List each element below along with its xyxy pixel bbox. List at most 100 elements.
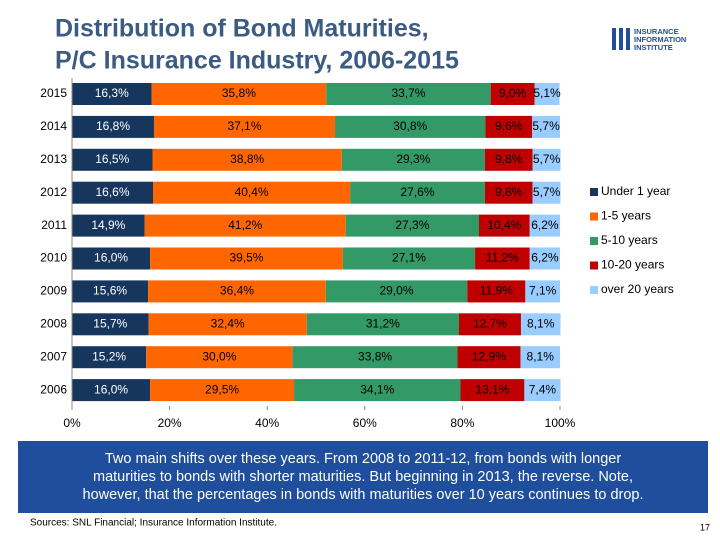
bar-segment bbox=[484, 148, 533, 171]
x-tick-label: 60% bbox=[353, 416, 377, 430]
bar-segment bbox=[150, 247, 343, 270]
value-label: 32,4% bbox=[211, 316, 245, 330]
value-label: 5,7% bbox=[532, 119, 560, 133]
y-tick-label: 2006 bbox=[40, 382, 67, 396]
value-label: 5,1% bbox=[533, 86, 561, 100]
legend-label: 1-5 years bbox=[601, 209, 651, 223]
bar-segment bbox=[72, 379, 151, 402]
bar-segment bbox=[532, 181, 561, 204]
bar-segment bbox=[72, 83, 152, 105]
x-tick-label: 100% bbox=[545, 416, 576, 430]
bar-segment bbox=[532, 115, 560, 138]
value-label: 33,8% bbox=[358, 349, 392, 363]
x-tick-label: 0% bbox=[63, 416, 81, 430]
value-label: 8,1% bbox=[527, 349, 555, 363]
value-label: 5,7% bbox=[533, 185, 561, 199]
value-label: 5,7% bbox=[533, 152, 561, 166]
value-label: 7,1% bbox=[529, 284, 557, 298]
bar-segment bbox=[345, 214, 479, 237]
value-label: 40,4% bbox=[235, 185, 269, 199]
value-label: 11,2% bbox=[486, 251, 519, 265]
value-label: 11,9% bbox=[480, 284, 513, 298]
page-number: 17 bbox=[700, 522, 710, 532]
y-tick-label: 2009 bbox=[40, 284, 67, 298]
note-box bbox=[18, 441, 708, 513]
value-label: 9,0% bbox=[499, 86, 527, 100]
source: Sources: SNL Financial; Insurance Inform… bbox=[30, 518, 277, 529]
value-label: 39,5% bbox=[229, 251, 263, 265]
y-tick-label: 2008 bbox=[40, 316, 67, 330]
value-label: 34,1% bbox=[360, 382, 394, 396]
bar-segment bbox=[72, 214, 145, 237]
value-label: 13,1% bbox=[475, 382, 509, 396]
bar-segment bbox=[72, 148, 153, 171]
value-label: 29,5% bbox=[205, 382, 239, 396]
value-label: 30,8% bbox=[393, 119, 427, 133]
legend-label: 5-10 years bbox=[601, 233, 658, 247]
logo-text: INSTITUTE bbox=[634, 43, 673, 52]
bar-segment bbox=[457, 346, 521, 369]
bar-segment bbox=[72, 346, 147, 369]
x-tick-label: 40% bbox=[255, 416, 279, 430]
bar-segment bbox=[532, 148, 561, 171]
title-line: P/C Insurance Industry, 2006-2015 bbox=[55, 47, 459, 75]
value-label: 14,9% bbox=[91, 218, 125, 232]
value-label: 12,9% bbox=[472, 349, 506, 363]
bar-segment bbox=[306, 313, 459, 336]
value-label: 37,1% bbox=[227, 119, 261, 133]
x-tick-label: 80% bbox=[450, 416, 474, 430]
value-label: 12,7% bbox=[473, 316, 507, 330]
value-label: 31,2% bbox=[366, 316, 400, 330]
bar-segment bbox=[72, 115, 154, 138]
value-label: 9,6% bbox=[495, 119, 523, 133]
y-tick-label: 2012 bbox=[40, 185, 67, 199]
value-label: 16,5% bbox=[95, 152, 129, 166]
value-label: 10,4% bbox=[487, 218, 521, 232]
logo-bar bbox=[612, 28, 616, 50]
bar-segment bbox=[341, 148, 485, 171]
value-label: 38,8% bbox=[230, 152, 264, 166]
value-label: 36,4% bbox=[220, 284, 254, 298]
plot: 2015 16,3% 35,8% 33,7% 9,0% 5,1% 2014 16,8% 37,1… bbox=[40, 78, 674, 430]
value-label: 16,8% bbox=[96, 119, 130, 133]
bar-segment bbox=[350, 181, 485, 204]
value-label: 15,7% bbox=[93, 316, 127, 330]
legend-swatch bbox=[590, 286, 598, 294]
y-tick-label: 2007 bbox=[40, 349, 67, 363]
y-tick-label: 2013 bbox=[40, 152, 67, 166]
value-label: 9,8% bbox=[495, 152, 523, 166]
legend-label: 10-20 years bbox=[601, 258, 664, 272]
value-label: 7,4% bbox=[529, 382, 557, 396]
value-label: 16,0% bbox=[94, 251, 128, 265]
legend-label: over 20 years bbox=[601, 282, 674, 296]
note-line: maturities to bonds with shorter maturit… bbox=[93, 469, 633, 485]
bar-segment bbox=[529, 214, 560, 237]
logo-text: INFORMATION bbox=[634, 35, 686, 44]
bar-segment bbox=[534, 83, 560, 105]
legend-swatch bbox=[590, 188, 598, 196]
y-tick-label: 2011 bbox=[41, 218, 67, 232]
bar-segment bbox=[520, 313, 561, 336]
value-label: 16,6% bbox=[95, 185, 129, 199]
logo-bar bbox=[626, 28, 630, 50]
value-label: 29,3% bbox=[396, 152, 430, 166]
bar-segment bbox=[524, 379, 561, 402]
bar-segment bbox=[152, 148, 342, 171]
legend-swatch bbox=[590, 261, 598, 270]
bar-segment bbox=[153, 115, 336, 138]
legend-swatch bbox=[590, 212, 598, 221]
bar-segment bbox=[478, 214, 530, 237]
value-label: 6,2% bbox=[531, 251, 559, 265]
value-label: 30,0% bbox=[202, 349, 236, 363]
value-label: 9,8% bbox=[495, 185, 523, 199]
bar-segment bbox=[148, 280, 326, 303]
y-tick-label: 2014 bbox=[40, 119, 67, 133]
bar-segment bbox=[72, 313, 149, 336]
bar-segment bbox=[72, 247, 151, 270]
bar-segment bbox=[490, 83, 535, 105]
note-line: Two main shifts over these years. From 2… bbox=[105, 451, 622, 467]
bar-segment bbox=[153, 181, 351, 204]
note-line: however, that the percentages in bonds w… bbox=[83, 487, 644, 503]
value-label: 6,2% bbox=[531, 218, 559, 232]
